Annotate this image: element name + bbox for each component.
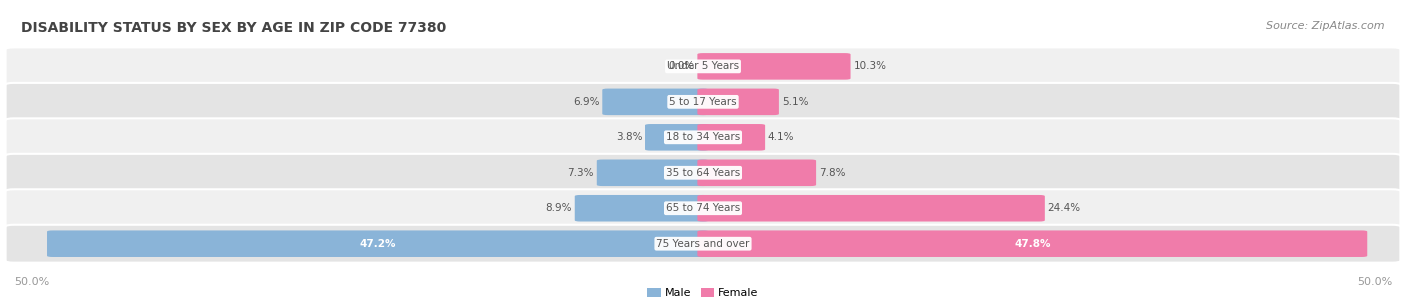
FancyBboxPatch shape [6,154,1400,192]
FancyBboxPatch shape [645,124,709,150]
FancyBboxPatch shape [575,195,709,222]
FancyBboxPatch shape [697,195,1045,222]
Text: 3.8%: 3.8% [616,132,643,142]
Text: Source: ZipAtlas.com: Source: ZipAtlas.com [1267,21,1385,31]
FancyBboxPatch shape [697,124,765,150]
Text: 10.3%: 10.3% [853,61,886,71]
Text: 4.1%: 4.1% [768,132,794,142]
Text: 50.0%: 50.0% [1357,277,1392,287]
Text: 35 to 64 Years: 35 to 64 Years [666,168,740,178]
Text: 5 to 17 Years: 5 to 17 Years [669,97,737,107]
Text: 50.0%: 50.0% [14,277,49,287]
Text: 6.9%: 6.9% [574,97,599,107]
FancyBboxPatch shape [697,88,779,115]
Text: 75 Years and over: 75 Years and over [657,239,749,249]
FancyBboxPatch shape [602,88,709,115]
FancyBboxPatch shape [6,189,1400,227]
FancyBboxPatch shape [6,118,1400,156]
Text: 7.8%: 7.8% [818,168,845,178]
Text: 47.2%: 47.2% [360,239,396,249]
Text: 5.1%: 5.1% [782,97,808,107]
FancyBboxPatch shape [596,160,709,186]
Text: 8.9%: 8.9% [546,203,572,213]
Text: 0.0%: 0.0% [668,61,695,71]
FancyBboxPatch shape [697,230,1367,257]
FancyBboxPatch shape [697,53,851,80]
Text: 24.4%: 24.4% [1047,203,1081,213]
Text: Under 5 Years: Under 5 Years [666,61,740,71]
Text: 18 to 34 Years: 18 to 34 Years [666,132,740,142]
Text: 7.3%: 7.3% [568,168,593,178]
FancyBboxPatch shape [697,160,815,186]
Text: 47.8%: 47.8% [1014,239,1050,249]
FancyBboxPatch shape [46,230,709,257]
FancyBboxPatch shape [6,83,1400,121]
Legend: Male, Female: Male, Female [647,288,759,299]
FancyBboxPatch shape [6,47,1400,85]
Text: DISABILITY STATUS BY SEX BY AGE IN ZIP CODE 77380: DISABILITY STATUS BY SEX BY AGE IN ZIP C… [21,21,446,35]
FancyBboxPatch shape [6,225,1400,263]
Text: 65 to 74 Years: 65 to 74 Years [666,203,740,213]
